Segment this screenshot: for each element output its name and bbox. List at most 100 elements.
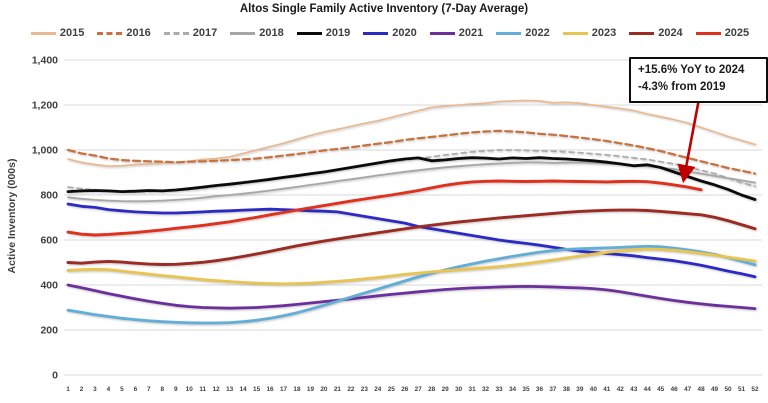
series-line-2023 bbox=[66, 247, 757, 286]
y-tick-label: 0 bbox=[52, 370, 58, 382]
x-tick-label: 52 bbox=[751, 386, 759, 393]
x-tick-label: 7 bbox=[147, 386, 151, 393]
x-tick-label: 36 bbox=[536, 386, 544, 393]
legend-swatch-2023 bbox=[562, 31, 588, 35]
x-tick-label: 46 bbox=[671, 386, 679, 393]
chart-title: Altos Single Family Active Inventory (7-… bbox=[239, 3, 529, 15]
series-line-2022 bbox=[66, 244, 757, 325]
gridlines: 0 200 400 600 800 1,000 1,200 1,400 bbox=[32, 55, 762, 382]
y-tick-label: 1,400 bbox=[32, 55, 58, 67]
legend-item-2019: 2019 bbox=[296, 27, 351, 39]
x-tick-label: 5 bbox=[120, 386, 124, 393]
x-tick-label: 50 bbox=[724, 386, 732, 393]
series-line-2024 bbox=[66, 208, 757, 266]
legend-swatch-2015 bbox=[30, 31, 56, 35]
x-tick-label: 3 bbox=[93, 386, 97, 393]
series-line-2021 bbox=[66, 283, 757, 311]
legend-item-2016: 2016 bbox=[97, 27, 151, 39]
x-tick-label: 27 bbox=[415, 386, 423, 393]
x-tick-label: 34 bbox=[509, 386, 517, 393]
x-tick-label: 38 bbox=[563, 386, 571, 393]
legend-item-2018: 2018 bbox=[230, 27, 284, 39]
x-tick-label: 19 bbox=[307, 386, 315, 393]
x-tick-label: 8 bbox=[161, 386, 165, 393]
x-tick-label: 9 bbox=[174, 386, 178, 393]
x-tick-label: 15 bbox=[253, 386, 261, 393]
annotation-line-1: +15.6% YoY to 2024 bbox=[638, 64, 745, 76]
annotation-arrow bbox=[677, 98, 701, 184]
x-tick-label: 41 bbox=[603, 386, 611, 393]
x-tick-label: 37 bbox=[549, 386, 557, 393]
legend-label-2025: 2025 bbox=[724, 27, 750, 39]
x-tick-label: 40 bbox=[590, 386, 598, 393]
series-line-2025 bbox=[66, 179, 703, 237]
x-tick-label: 30 bbox=[455, 386, 463, 393]
legend-swatch-2016 bbox=[97, 31, 123, 35]
x-tick-label: 51 bbox=[738, 386, 746, 393]
legend-label-2015: 2015 bbox=[59, 27, 85, 39]
legend-label-2023: 2023 bbox=[591, 27, 617, 39]
legend-item-2015: 2015 bbox=[30, 27, 85, 39]
legend-swatch-2022 bbox=[496, 31, 522, 35]
legend-label-2018: 2018 bbox=[259, 27, 284, 39]
x-tick-label: 14 bbox=[240, 386, 248, 393]
y-tick-label: 1,200 bbox=[32, 100, 58, 112]
y-tick-label: 600 bbox=[40, 235, 58, 247]
x-tick-label: 17 bbox=[280, 386, 288, 393]
x-tick-label: 21 bbox=[334, 386, 342, 393]
x-tick-label: 24 bbox=[374, 386, 382, 393]
x-tick-label: 43 bbox=[630, 386, 638, 393]
legend-label-2020: 2020 bbox=[392, 27, 417, 39]
x-tick-label: 32 bbox=[482, 386, 490, 393]
legend-label-2021: 2021 bbox=[458, 27, 484, 39]
x-tick-label: 18 bbox=[293, 386, 301, 393]
series-lines bbox=[66, 99, 757, 325]
x-tick-label: 26 bbox=[401, 386, 409, 393]
x-tick-label: 1 bbox=[66, 386, 70, 393]
x-tick-label: 39 bbox=[576, 386, 584, 393]
legend-label-2019: 2019 bbox=[325, 27, 351, 39]
x-tick-label: 13 bbox=[226, 386, 234, 393]
x-tick-label: 20 bbox=[320, 386, 328, 393]
x-tick-label: 33 bbox=[495, 386, 503, 393]
x-tick-labels: 1 2 3 4 5 6 7 8 9 10 11 12 13 14 15 16 17 18 19 20 21 22 23 24 2… bbox=[66, 386, 759, 393]
legend-swatch-2018 bbox=[230, 31, 256, 35]
y-tick-label: 1,000 bbox=[32, 145, 58, 157]
x-tick-label: 6 bbox=[134, 386, 138, 393]
x-tick-label: 25 bbox=[388, 386, 396, 393]
legend-swatch-2021 bbox=[429, 31, 455, 35]
series-line-2016 bbox=[66, 129, 757, 175]
legend-swatch-2024 bbox=[629, 31, 655, 35]
x-tick-label: 47 bbox=[684, 386, 692, 393]
x-tick-label: 2 bbox=[80, 386, 84, 393]
series-line-2019 bbox=[66, 156, 757, 201]
legend-item-2024: 2024 bbox=[629, 27, 683, 39]
legend-item-2020: 2020 bbox=[363, 27, 417, 39]
x-tick-label: 10 bbox=[186, 386, 194, 393]
series-line-2020 bbox=[66, 202, 757, 279]
x-tick-label: 22 bbox=[347, 386, 355, 393]
legend-item-2025: 2025 bbox=[695, 27, 750, 39]
legend-label-2016: 2016 bbox=[126, 27, 151, 39]
x-tick-label: 31 bbox=[469, 386, 477, 393]
legend-item-2017: 2017 bbox=[163, 27, 218, 39]
x-tick-label: 4 bbox=[107, 386, 111, 393]
annotation-box: +15.6% YoY to 2024 -4.3% from 2019 bbox=[629, 57, 768, 103]
x-tick-label: 28 bbox=[428, 386, 436, 393]
series-line-2015 bbox=[67, 99, 756, 167]
legend-label-2022: 2022 bbox=[525, 27, 550, 39]
chart-legend: 2015 2016 2017 2018 2019 2020 2021 2022 2023 2024… bbox=[30, 25, 749, 41]
legend-item-2023: 2023 bbox=[562, 27, 617, 39]
x-tick-label: 29 bbox=[442, 386, 450, 393]
annotation-line-2: -4.3% from 2019 bbox=[638, 81, 726, 94]
legend-label-2017: 2017 bbox=[192, 27, 218, 39]
x-tick-label: 12 bbox=[213, 386, 221, 393]
x-tick-label: 42 bbox=[617, 386, 625, 393]
legend-item-2021: 2021 bbox=[429, 27, 484, 39]
legend-swatch-2017 bbox=[163, 31, 189, 35]
y-tick-label: 400 bbox=[40, 280, 58, 292]
x-tick-label: 45 bbox=[657, 386, 665, 393]
x-tick-label: 11 bbox=[199, 386, 206, 393]
